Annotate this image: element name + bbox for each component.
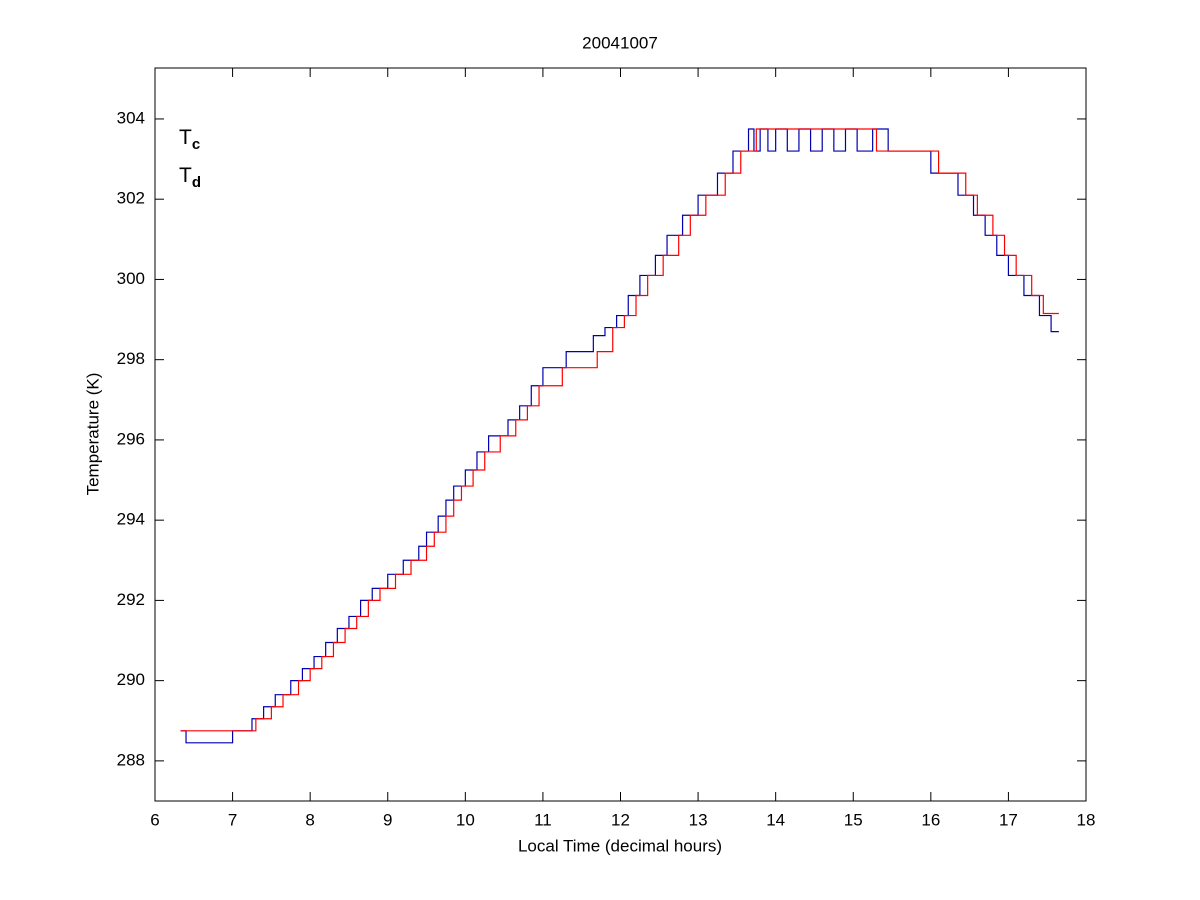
x-tick-label: 10 [456,810,475,829]
y-tick-label: 296 [117,429,145,448]
x-tick-label: 9 [383,810,392,829]
y-tick-label: 288 [117,750,145,769]
x-tick-label: 11 [534,810,552,829]
series-line [180,128,1059,732]
legend-label: Tc [179,126,200,153]
legend-label: Td [179,164,201,191]
series-line [180,128,1059,744]
y-axis-label: Temperature (K) [83,373,102,496]
x-tick-label: 6 [150,810,159,829]
x-tick-label: 14 [766,810,785,829]
x-tick-label: 7 [228,810,237,829]
x-axis-label: Local Time (decimal hours) [518,836,722,855]
y-tick-label: 304 [117,108,145,127]
x-tick-label: 16 [921,810,940,829]
x-tick-label: 13 [689,810,708,829]
x-tick-label: 17 [999,810,1018,829]
y-tick-label: 298 [117,349,145,368]
y-tick-label: 292 [117,590,145,609]
y-tick-label: 300 [117,269,145,288]
y-tick-label: 302 [117,189,145,208]
x-tick-label: 8 [305,810,314,829]
y-tick-label: 294 [117,510,145,529]
y-tick-label: 290 [117,670,145,689]
x-tick-label: 18 [1077,810,1096,829]
x-tick-label: 15 [844,810,863,829]
plot-frame [154,67,1087,802]
x-tick-label: 12 [611,810,630,829]
chart-title: 20041007 [582,33,658,52]
